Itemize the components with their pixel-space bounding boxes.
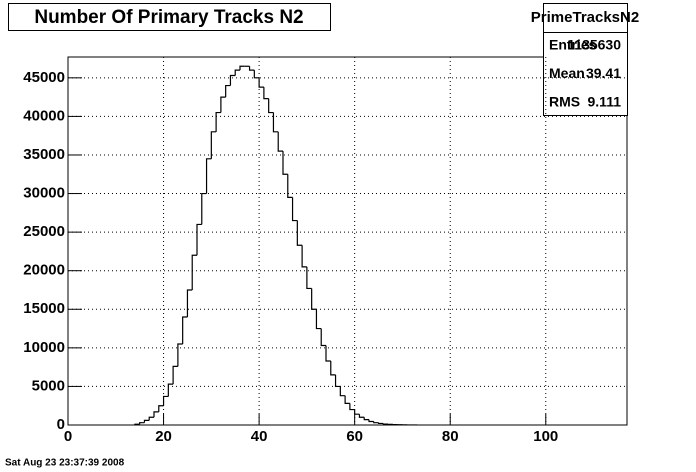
histogram-bin	[201, 192, 207, 225]
histogram-bin	[153, 411, 159, 418]
x-tick-label: 20	[155, 428, 172, 445]
histogram-bin	[354, 409, 360, 415]
histogram-bin	[139, 422, 145, 425]
histogram-bin	[339, 386, 346, 397]
y-tick-label: 35000	[23, 146, 65, 163]
stats-box	[543, 3, 628, 116]
chart-title: Number Of Primary Tracks N2	[34, 7, 303, 28]
histogram-bin	[177, 343, 183, 367]
histogram-bin	[377, 422, 384, 425]
y-tick-label: 40000	[23, 107, 65, 124]
histogram-bin	[196, 223, 202, 256]
histogram-bin	[220, 96, 226, 113]
histogram-bin	[291, 197, 298, 222]
histogram-bin	[368, 419, 374, 423]
stats-label: Entries	[549, 37, 597, 53]
histogram-bin	[301, 245, 307, 268]
y-tick-label: 15000	[23, 300, 65, 317]
histogram-bin	[306, 266, 312, 290]
histogram-bin	[229, 74, 236, 86]
x-tick-label: 100	[533, 428, 558, 445]
x-tick-label: 80	[442, 428, 459, 445]
footer-date: Sat Aug 23 23:37:39 2008	[5, 458, 125, 469]
histogram-bin	[272, 112, 279, 133]
histogram-bin	[248, 66, 255, 71]
stats-title: PrimeTracksN2	[531, 9, 639, 26]
histogram-bin	[234, 69, 240, 76]
histogram-bin	[158, 405, 164, 412]
histogram-bin	[325, 345, 331, 362]
histogram-bin	[172, 365, 178, 385]
histogram-bin	[205, 158, 212, 194]
histogram-bin	[162, 395, 169, 406]
histogram-bin	[182, 316, 188, 344]
histogram-bin	[263, 87, 269, 100]
stats-value: 9.111	[588, 94, 622, 110]
histogram-bin	[382, 423, 389, 425]
histogram-bin	[167, 383, 174, 397]
histogram-bin	[253, 70, 260, 79]
histogram-bin	[330, 360, 336, 376]
histogram-bin	[210, 131, 217, 159]
y-tick-label: 20000	[23, 262, 65, 279]
histogram-bin	[282, 151, 288, 175]
histogram-bin	[143, 419, 150, 423]
histogram-bin	[296, 220, 303, 246]
histogram-bin	[277, 131, 283, 152]
histogram-bin	[320, 328, 326, 347]
histogram-bin	[287, 174, 293, 199]
histogram-bin	[363, 417, 369, 421]
stats-label: RMS	[549, 94, 580, 110]
stats-label: Mean	[549, 65, 585, 81]
histogram-bin	[334, 374, 341, 388]
y-tick-label: 10000	[23, 339, 65, 356]
y-tick-label: 5000	[32, 377, 65, 394]
y-tick-label: 45000	[23, 69, 65, 86]
histogram-bin	[191, 254, 197, 290]
title-box	[8, 3, 331, 31]
y-tick-label: 25000	[23, 223, 65, 240]
histogram-bin	[134, 423, 140, 425]
stats-value: 39.41	[586, 65, 621, 81]
histogram-bin	[311, 288, 317, 310]
y-tick-label: 0	[57, 416, 65, 433]
histogram-bin	[215, 111, 221, 132]
x-tick-label: 60	[346, 428, 363, 445]
histogram-bin	[315, 309, 322, 330]
x-tick-label: 0	[64, 428, 72, 445]
histogram-bin	[344, 395, 350, 404]
histogram-bin	[225, 84, 231, 98]
histogram-bin	[239, 65, 245, 71]
histogram-bin	[258, 77, 264, 88]
histogram-bin	[349, 403, 355, 411]
histogram-bin	[268, 98, 274, 114]
stats-value: 1135630	[567, 37, 621, 53]
x-tick-label: 40	[251, 428, 268, 445]
histogram-bin	[186, 289, 193, 317]
histogram-bin	[148, 416, 154, 421]
histogram-bin	[358, 414, 365, 418]
y-tick-label: 30000	[23, 185, 65, 202]
histogram-bin	[373, 421, 379, 424]
